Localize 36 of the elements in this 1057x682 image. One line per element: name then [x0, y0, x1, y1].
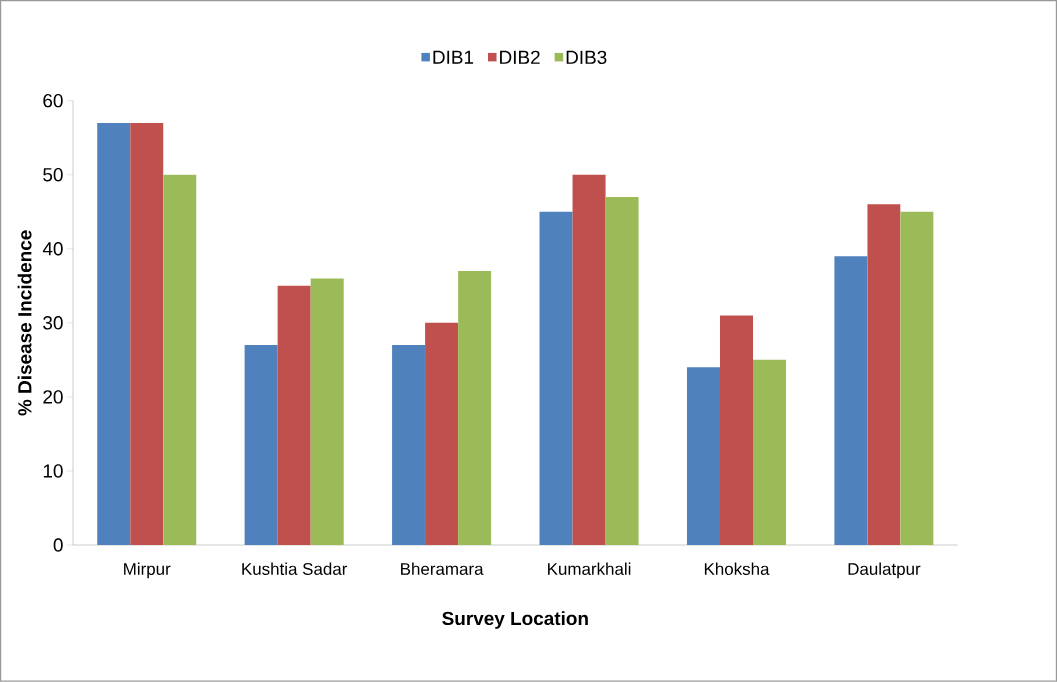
- bar: [900, 211, 934, 546]
- legend-label: DIB2: [500, 50, 540, 65]
- bar: [686, 367, 720, 546]
- bar: [539, 211, 573, 546]
- bar: [719, 315, 754, 546]
- bar: [277, 285, 311, 546]
- x-tick-label: Kushtia Sadar: [242, 562, 348, 576]
- y-axis-title: % Disease Incidence: [17, 230, 32, 416]
- bar: [310, 278, 344, 546]
- x-tick-label: Mirpur: [124, 562, 171, 579]
- bar: [867, 204, 901, 546]
- bar: [834, 256, 868, 546]
- y-tick-label: 0: [53, 538, 63, 552]
- bar: [605, 197, 639, 546]
- y-tick-label: 40: [42, 242, 63, 256]
- x-tick-label: Daulatpur: [848, 562, 921, 579]
- y-tick-label: 50: [43, 168, 63, 182]
- y-tick-label: 10: [43, 464, 63, 478]
- bar: [97, 123, 131, 546]
- bar: [392, 345, 426, 546]
- legend-label: DIB3: [566, 50, 607, 65]
- y-tick-label: 60: [43, 94, 63, 108]
- bar: [753, 360, 787, 546]
- bar: [425, 322, 459, 546]
- bar: [163, 174, 197, 546]
- y-tick-label: 20: [43, 390, 63, 404]
- y-tick-label: 30: [43, 316, 63, 330]
- bar: [572, 174, 606, 546]
- x-tick-label: Khoksha: [704, 562, 770, 576]
- x-tick-label: Kumarkhali: [548, 562, 631, 576]
- bar: [458, 271, 492, 546]
- bar: [130, 123, 164, 546]
- x-tick-label: Bheramara: [401, 562, 484, 576]
- x-axis-title: Survey Location: [442, 611, 588, 629]
- bar: [244, 345, 278, 546]
- legend-label: DIB1: [433, 50, 474, 64]
